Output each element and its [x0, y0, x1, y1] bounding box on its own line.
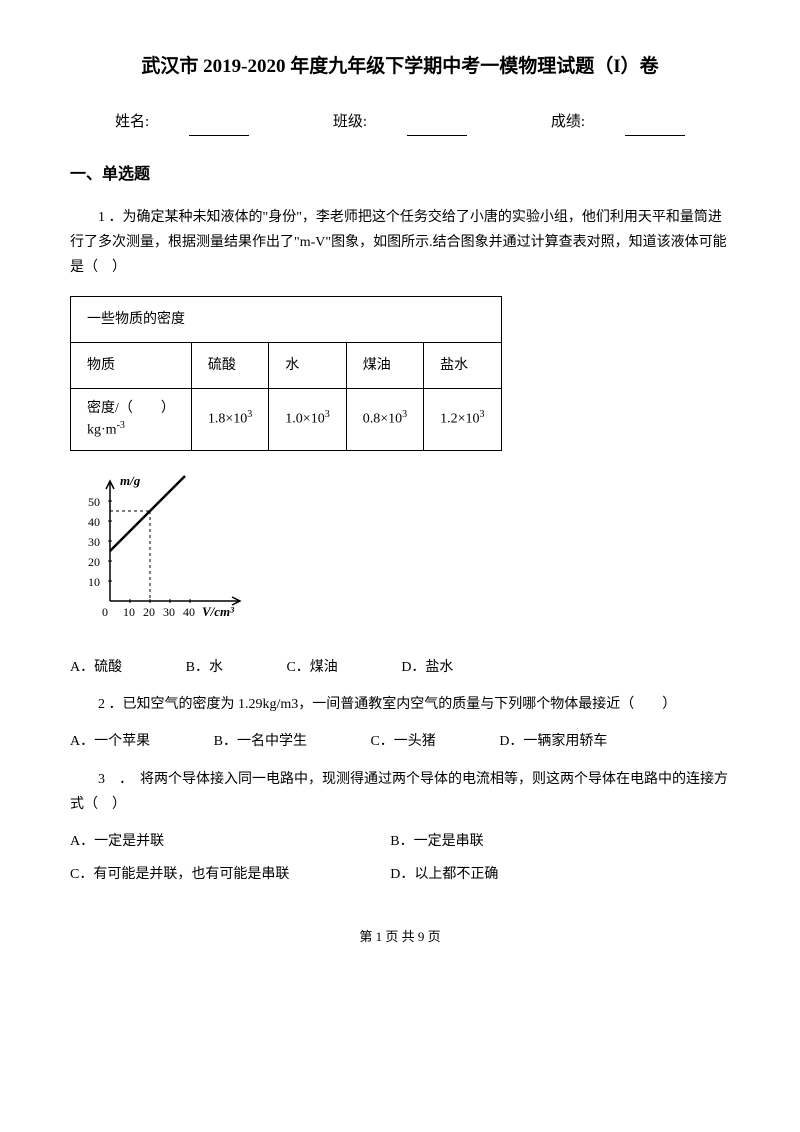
- table-cell: 1.8×103: [191, 388, 268, 450]
- option-c[interactable]: C．一头猪: [370, 729, 435, 754]
- table-cell: 1.2×103: [424, 388, 501, 450]
- option-a[interactable]: A．一定是并联: [70, 829, 387, 854]
- option-b[interactable]: B．水: [186, 655, 223, 680]
- svg-text:10: 10: [123, 605, 135, 619]
- svg-text:10: 10: [88, 575, 100, 589]
- q3-options: A．一定是并联 B．一定是串联 C．有可能是并联，也有可能是串联 D．以上都不正…: [70, 829, 730, 895]
- name-blank[interactable]: [189, 135, 249, 136]
- table-cell: 1.0×103: [269, 388, 346, 450]
- score-label: 成绩:: [551, 114, 585, 130]
- mv-chart: m/g 10 20 30 40 50 0 10 20 30 40 V/cm³: [80, 471, 730, 640]
- svg-text:0: 0: [102, 605, 108, 619]
- option-d[interactable]: D．盐水: [401, 655, 453, 680]
- table-header: 煤油: [346, 342, 423, 388]
- table-header: 水: [269, 342, 346, 388]
- question-3-text: 3 ． 将两个导体接入同一电路中，现测得通过两个导体的电流相等，则这两个导体在电…: [70, 767, 730, 817]
- svg-text:40: 40: [183, 605, 195, 619]
- svg-text:30: 30: [88, 535, 100, 549]
- svg-text:20: 20: [88, 555, 100, 569]
- q1-options: A．硫酸 B．水 C．煤油 D．盐水: [70, 655, 730, 680]
- table-cell: 0.8×103: [346, 388, 423, 450]
- name-label: 姓名:: [115, 114, 149, 130]
- section-header: 一、单选题: [70, 161, 730, 190]
- table-caption: 一些物质的密度: [71, 296, 502, 342]
- question-1-text: 1 ．为确定某种未知液体的"身份"，李老师把这个任务交给了小唐的实验小组，他们利…: [70, 205, 730, 281]
- page-footer: 第 1 页 共 9 页: [70, 925, 730, 948]
- svg-text:30: 30: [163, 605, 175, 619]
- svg-text:m/g: m/g: [120, 473, 141, 488]
- option-c[interactable]: C．有可能是并联，也有可能是串联: [70, 862, 387, 887]
- option-d[interactable]: D．以上都不正确: [390, 862, 707, 887]
- density-table: 一些物质的密度 物质 硫酸 水 煤油 盐水 密度/（ ）kg·m-3 1.8×1…: [70, 296, 502, 451]
- svg-text:20: 20: [143, 605, 155, 619]
- q2-options: A．一个苹果 B．一名中学生 C．一头猪 D．一辆家用轿车: [70, 729, 730, 754]
- option-b[interactable]: B．一名中学生: [214, 729, 307, 754]
- class-label: 班级:: [333, 114, 367, 130]
- option-d[interactable]: D．一辆家用轿车: [499, 729, 607, 754]
- page-title: 武汉市 2019-2020 年度九年级下学期中考一模物理试题（I）卷: [70, 50, 730, 84]
- option-b[interactable]: B．一定是串联: [390, 829, 707, 854]
- score-blank[interactable]: [625, 135, 685, 136]
- svg-text:50: 50: [88, 495, 100, 509]
- option-c[interactable]: C．煤油: [286, 655, 337, 680]
- question-2-text: 2 ．已知空气的密度为 1.29kg/m3，一间普通教室内空气的质量与下列哪个物…: [70, 692, 730, 717]
- info-row: 姓名: 班级: 成绩:: [70, 109, 730, 136]
- table-row-label: 密度/（ ）kg·m-3: [71, 388, 192, 450]
- option-a[interactable]: A．一个苹果: [70, 729, 150, 754]
- option-a[interactable]: A．硫酸: [70, 655, 122, 680]
- svg-text:40: 40: [88, 515, 100, 529]
- table-header: 盐水: [424, 342, 501, 388]
- svg-text:V/cm³: V/cm³: [202, 604, 235, 619]
- table-header: 物质: [71, 342, 192, 388]
- class-blank[interactable]: [407, 135, 467, 136]
- table-header: 硫酸: [191, 342, 268, 388]
